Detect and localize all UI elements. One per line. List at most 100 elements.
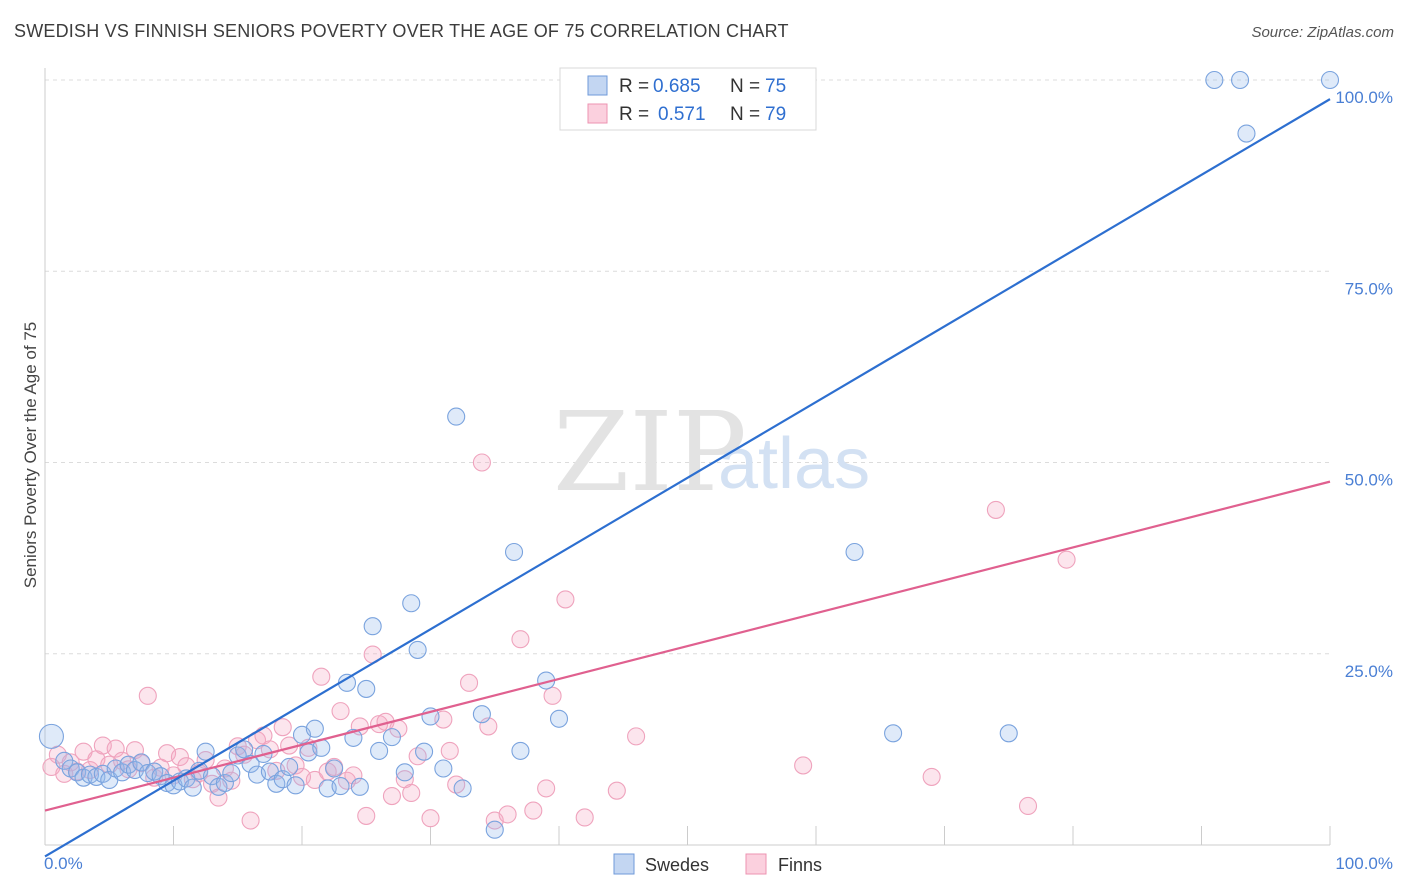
swedes-point — [325, 759, 344, 778]
swedes-point — [267, 774, 286, 793]
x-tick-label: 0.0% — [44, 854, 83, 873]
bottom-legend-label-finns: Finns — [778, 855, 822, 875]
swedes-point — [999, 724, 1018, 743]
swedes-point — [363, 617, 382, 636]
finns-point — [794, 756, 813, 775]
finns-point — [344, 766, 363, 785]
finns-point — [402, 783, 421, 803]
swedes-point — [1237, 124, 1256, 143]
finns-point — [331, 702, 350, 721]
swedes-point — [1205, 70, 1224, 90]
swedes-point — [408, 640, 427, 659]
finns-point — [524, 801, 543, 820]
watermark-zip: ZIP — [553, 388, 747, 516]
swedes-point — [183, 778, 202, 797]
legend-r-label-swedes: R = — [619, 76, 649, 97]
legend-top: R = 0.685 N = 75 R = 0.571 N = 79 — [559, 67, 817, 131]
legend-n-value-finns: 79 — [765, 104, 786, 125]
bottom-legend-swatch-swedes — [613, 853, 635, 875]
gridlines — [45, 79, 1330, 655]
finns-point — [627, 727, 646, 746]
legend-swatch-finns — [587, 103, 608, 124]
swedes-point — [511, 741, 530, 760]
watermark-atlas: atlas — [718, 424, 870, 504]
swedes-point — [382, 728, 402, 747]
finns-point — [408, 747, 427, 766]
swedes-point — [472, 705, 491, 724]
swedes-point — [415, 742, 434, 761]
swedes-point — [357, 679, 376, 698]
legend-r-value-swedes: 0.685 — [653, 76, 701, 97]
watermark: ZIP atlas — [553, 388, 870, 516]
finns-point — [312, 667, 331, 686]
swedes-point — [549, 709, 569, 728]
finns-point — [1018, 796, 1038, 816]
bottom-legend-label-swedes: Swedes — [645, 855, 709, 875]
axes — [44, 68, 1331, 846]
finns-point — [459, 673, 479, 692]
finns-point — [556, 590, 575, 609]
finns-point — [421, 809, 440, 828]
swedes-point — [215, 773, 234, 793]
x-tick-label: 100.0% — [1335, 854, 1393, 873]
swedes-point — [38, 723, 64, 749]
y-tick-label: 25.0% — [1345, 662, 1393, 681]
swedes-point — [55, 751, 74, 770]
swedes-point — [845, 542, 864, 562]
swedes-point — [884, 724, 903, 743]
swedes-point — [196, 742, 215, 761]
swedes-point — [132, 753, 151, 772]
finns-point — [498, 805, 517, 824]
y-tick-label: 50.0% — [1345, 471, 1393, 490]
finns-point — [273, 718, 292, 737]
swedes-point — [1231, 70, 1250, 90]
finns-point — [286, 756, 305, 775]
swedes-point — [453, 779, 472, 798]
swedes-point — [286, 776, 305, 795]
y-axis-label: Seniors Poverty Over the Age of 75 — [21, 322, 40, 588]
legend-bottom: Swedes Finns — [613, 853, 822, 875]
finns-point — [170, 747, 189, 767]
finns-point — [607, 781, 626, 800]
y-tick-label: 100.0% — [1335, 88, 1393, 107]
y-tick-label: 75.0% — [1345, 279, 1393, 298]
swedes-point — [504, 542, 524, 562]
finns-point — [922, 767, 941, 786]
bottom-legend-swatch-finns — [745, 853, 767, 875]
chart-title: SWEDISH VS FINNISH SENIORS POVERTY OVER … — [14, 21, 789, 41]
swedes-point — [395, 763, 414, 782]
finns-point — [537, 779, 556, 798]
finns-point — [543, 686, 562, 705]
swedes-point — [350, 777, 369, 796]
finns-point — [440, 741, 459, 760]
swedes-point — [305, 719, 324, 738]
finns-point — [357, 806, 376, 825]
swedes-point — [145, 762, 164, 781]
finns-point — [986, 500, 1005, 519]
swedes-point — [331, 777, 350, 796]
swedes-point — [434, 759, 453, 778]
finns-point — [575, 808, 594, 827]
swedes-point — [370, 741, 389, 760]
finns-point — [61, 753, 80, 772]
swedes-point — [447, 407, 466, 426]
chart-source: Source: ZipAtlas.com — [1251, 24, 1394, 41]
legend-n-label-finns: N = — [730, 104, 760, 125]
legend-swatch-swedes — [587, 75, 608, 96]
swedes-point — [402, 594, 421, 613]
legend-r-value-finns: 0.571 — [658, 104, 706, 125]
swedes-point — [485, 820, 504, 839]
finns-point — [472, 453, 491, 472]
finns-point — [511, 630, 530, 649]
swedes-point — [1320, 70, 1340, 90]
swedes-point — [280, 757, 299, 777]
swedes-points — [38, 70, 1340, 839]
legend-n-value-swedes: 75 — [765, 76, 786, 97]
finns-point — [382, 786, 402, 806]
legend-n-label-swedes: N = — [730, 76, 760, 97]
tick-labels: 100.0% 75.0% 50.0% 25.0% 0.0% 100.0% — [44, 88, 1393, 873]
finns-point — [241, 811, 260, 830]
swedes-trend-line — [44, 98, 1331, 858]
finns-trend-line — [44, 480, 1331, 812]
